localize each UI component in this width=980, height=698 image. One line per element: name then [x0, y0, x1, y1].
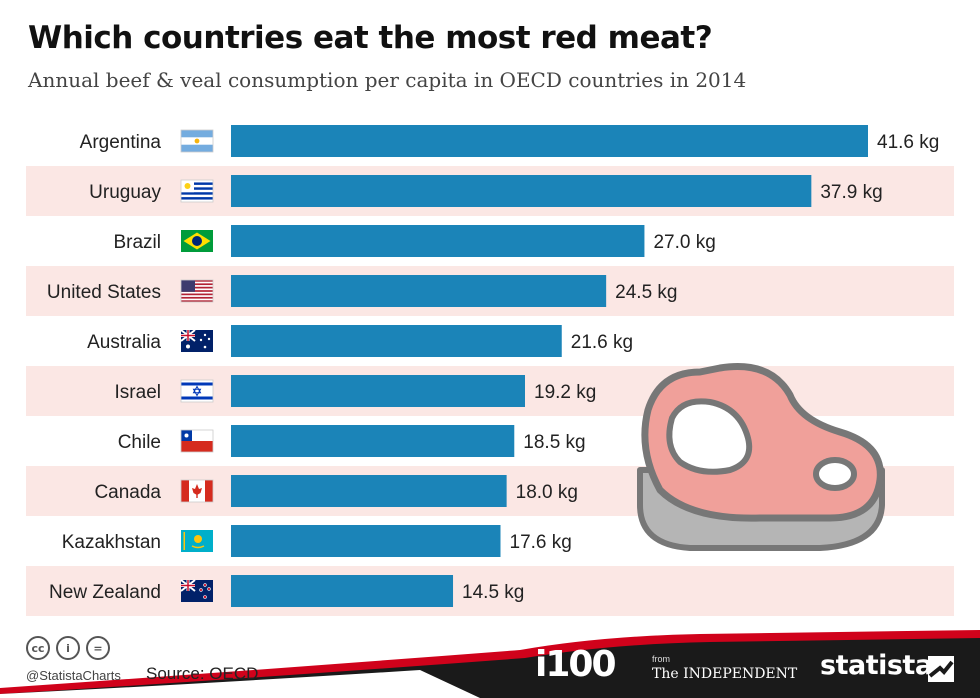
value-label: 14.5 kg: [462, 582, 524, 603]
kazakhstan-flag-icon: [181, 530, 213, 552]
value-label: 24.5 kg: [615, 282, 677, 303]
chile-flag-icon: [180, 429, 214, 453]
flag-icons: [180, 129, 214, 602]
chart-subtitle: Annual beef & veal consumption per capit…: [28, 68, 747, 92]
value-label: 21.6 kg: [571, 332, 633, 353]
bar-new-zealand[interactable]: [231, 575, 454, 607]
value-label: 18.0 kg: [516, 482, 578, 503]
new-zealand-flag-icon: [180, 579, 213, 602]
category-label: Australia: [87, 332, 161, 353]
steak-icon: [637, 363, 885, 551]
value-label: 18.5 kg: [523, 432, 585, 453]
category-label: New Zealand: [49, 582, 161, 603]
value-label: 19.2 kg: [534, 382, 596, 403]
i100-logo: i100: [535, 644, 616, 685]
canada-flag-icon: [180, 479, 214, 503]
statista-logo-icon: [928, 656, 954, 682]
cc-icon: cc: [26, 636, 50, 660]
israel-flag-icon: [180, 379, 214, 403]
chart-rows: Argentina 41.6 kg Uruguay 37.9 kg Brazil 27.0…: [26, 125, 954, 616]
bar-argentina[interactable]: [231, 125, 868, 157]
chart-title: Which countries eat the most red meat?: [28, 20, 713, 56]
australia-flag-icon: [180, 329, 213, 352]
no-derivatives-icon: =: [86, 636, 110, 660]
statista-logo: statista: [820, 650, 933, 681]
value-label: 17.6 kg: [510, 532, 572, 553]
value-label: 27.0 kg: [653, 232, 715, 253]
category-label: Uruguay: [89, 182, 161, 203]
category-label: Chile: [118, 432, 161, 453]
license-icons: cc i =: [26, 636, 110, 660]
bar-australia[interactable]: [231, 325, 562, 357]
row-stripe: [26, 566, 954, 616]
twitter-handle[interactable]: @StatistaCharts: [26, 668, 121, 683]
brazil-flag-icon: [181, 230, 213, 252]
usa-flag-icon: [180, 279, 214, 303]
bar-israel[interactable]: [231, 375, 525, 407]
category-label: Brazil: [113, 232, 161, 253]
independent-logo: The INDEPENDENT: [652, 666, 798, 682]
bar-united-states[interactable]: [231, 275, 607, 307]
category-label: Israel: [115, 382, 161, 403]
bar-canada[interactable]: [231, 475, 507, 507]
source-note: Source: OECD: [146, 664, 259, 683]
category-label: United States: [47, 282, 161, 303]
bar-brazil[interactable]: [231, 225, 645, 257]
from-label: from: [652, 654, 670, 664]
category-label: Argentina: [80, 132, 162, 153]
category-label: Canada: [94, 482, 161, 503]
bar-kazakhstan[interactable]: [231, 525, 501, 557]
uruguay-flag-icon: [180, 179, 214, 203]
attribution-icon: i: [56, 636, 80, 660]
bar-uruguay[interactable]: [231, 175, 812, 207]
value-label: 41.6 kg: [877, 132, 939, 153]
argentina-flag-icon: [180, 129, 214, 153]
value-label: 37.9 kg: [820, 182, 882, 203]
bar-chile[interactable]: [231, 425, 515, 457]
category-label: Kazakhstan: [62, 532, 161, 553]
